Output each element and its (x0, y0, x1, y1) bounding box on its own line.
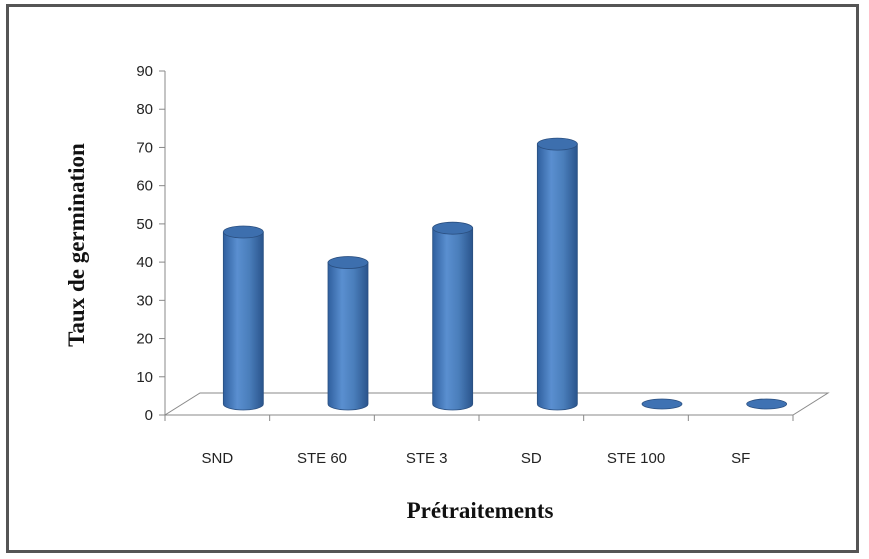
labels-layer: 0 10 20 30 40 50 60 70 80 90 SND STE 60 STE 3 SD STE 1… (136, 63, 750, 467)
y-tick-label: 80 (136, 101, 153, 118)
bar-zero-disc (641, 398, 683, 410)
y-tick-label: 50 (136, 216, 153, 233)
x-tick-label: STE 60 (297, 450, 347, 467)
x-axis-title: Prétraitements (407, 498, 554, 523)
bar-zero-disc (746, 398, 788, 410)
bars-layer (222, 137, 788, 411)
y-tick-label: 20 (136, 331, 153, 348)
bar-ste-3 (432, 221, 474, 411)
bar-body (222, 231, 264, 411)
y-tick-label: 60 (136, 178, 153, 195)
bar-body (536, 143, 578, 411)
x-tick-label: STE 3 (406, 450, 448, 467)
chart-floor (163, 392, 830, 416)
y-tick-label: 90 (136, 63, 153, 80)
bar-sf (746, 398, 788, 410)
x-tick-label: SD (521, 450, 542, 467)
y-tick-label: 40 (136, 254, 153, 271)
bar-top (222, 225, 264, 239)
y-tick-label: 70 (136, 139, 153, 156)
bar-body (327, 262, 369, 411)
bar-top (327, 256, 369, 269)
bar-top (536, 137, 578, 151)
bar-top (432, 221, 474, 235)
bar-body (432, 227, 474, 411)
x-tick-label: STE 100 (607, 450, 665, 467)
bar-ste-100 (641, 398, 683, 410)
x-tick-label: SND (201, 450, 233, 467)
bar-ste-60 (327, 256, 369, 411)
y-axis-title: Taux de germination (64, 143, 89, 347)
y-tick-label: 10 (136, 369, 153, 386)
x-tick-label: SF (731, 450, 750, 467)
y-tick-label: 30 (136, 292, 153, 309)
y-tick-label: 0 (145, 407, 153, 424)
bar-sd (536, 137, 578, 411)
bar-snd (222, 225, 264, 411)
